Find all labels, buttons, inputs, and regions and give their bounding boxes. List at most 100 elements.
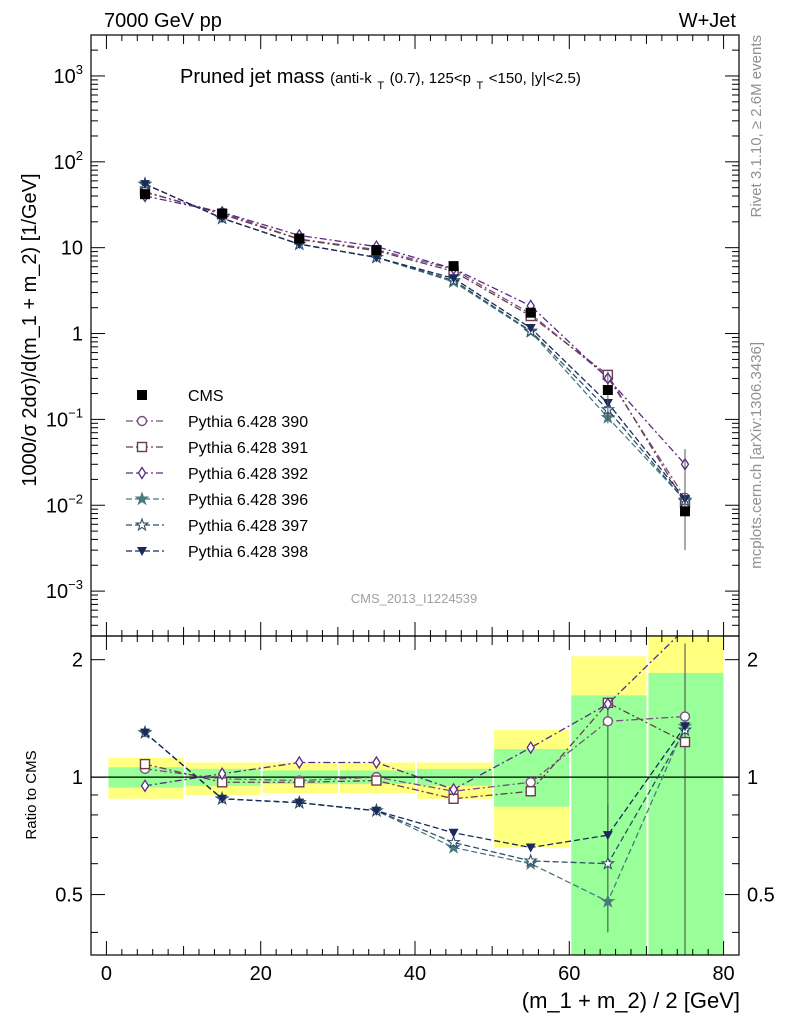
main-y-tick-label-exponent: −2 xyxy=(68,491,83,506)
ratio-series-line xyxy=(144,636,679,791)
main-y-tick-label-base: 10 xyxy=(46,581,68,603)
ratio-series-point xyxy=(294,798,305,808)
ratio-series-point xyxy=(295,755,304,770)
main-y-tick-label-base: 10 xyxy=(54,152,76,174)
ratio-series-point-shape xyxy=(371,775,382,786)
ratio-y-axis-title: Ratio to CMS xyxy=(23,750,40,839)
ratio-series-point-shape xyxy=(372,755,381,770)
ratio-plot-area: 0.5 0.51 12 20 20 40 60 80 xyxy=(55,635,775,985)
ratio-series-point xyxy=(600,893,616,908)
legend-marker-shape xyxy=(136,441,148,453)
ratio-series-point xyxy=(371,775,382,786)
main-y-tick-label-base: 10 xyxy=(54,66,76,88)
ratio-series-point-shape xyxy=(217,794,228,804)
ratio-series-point-shape xyxy=(295,755,304,770)
legend-marker xyxy=(134,517,150,532)
x-tick-label: 60 xyxy=(558,963,580,985)
main-series-square xyxy=(139,186,691,509)
main-series-point-shape xyxy=(525,324,536,334)
legend-marker-shape xyxy=(136,415,148,427)
ratio-series-point-shape xyxy=(448,828,459,838)
legend-marker-cms xyxy=(137,390,147,400)
ratio-series-point-shape xyxy=(526,740,535,755)
ratio-series-point-shape xyxy=(525,777,536,788)
cms-data-point-shape xyxy=(602,384,613,395)
ratio-series-point xyxy=(448,828,459,838)
ratio-series-point-shape xyxy=(446,834,461,849)
main-y-axis-title: 1000/σ 2dσ)/d(m_1 + m_2) [1/GeV] xyxy=(19,173,41,486)
rivet-label: Rivet 3.1.10, ≥ 2.6M events xyxy=(748,35,765,218)
x-tick-label: 80 xyxy=(712,963,734,985)
ratio-y-ticks xyxy=(91,659,739,933)
analysis-watermark: CMS_2013_I1224539 xyxy=(351,591,478,606)
ratio-series-line xyxy=(144,702,686,800)
main-series-line xyxy=(144,183,686,500)
legend-marker-shape xyxy=(137,466,147,480)
legend: CMS Pythia 6.428 390 Pythia 6.428 391 Pythi… xyxy=(126,388,308,561)
ratio-series-point-shape xyxy=(217,767,227,781)
legend-label: Pythia 6.428 390 xyxy=(188,414,308,431)
ratio-series-point xyxy=(525,843,536,853)
ratio-series-point-shape xyxy=(680,722,690,732)
legend-marker xyxy=(134,491,150,506)
ratio-series-line xyxy=(144,729,686,865)
chart-title-detail-sub2: T xyxy=(477,80,484,92)
cms-data-point xyxy=(448,261,459,272)
ratio-series-point xyxy=(602,716,614,727)
main-y-tick-label-exponent: 3 xyxy=(76,62,83,77)
legend-marker-cms-shape xyxy=(137,390,147,400)
legend-label-cms: CMS xyxy=(188,388,224,405)
ratio-series-point xyxy=(446,839,461,854)
ratio-series-point xyxy=(603,697,613,711)
legend-label: Pythia 6.428 398 xyxy=(188,544,308,561)
ratio-y-tick-label: 1 xyxy=(72,767,83,789)
main-series-line xyxy=(144,183,686,501)
ratio-series-point-shape xyxy=(603,697,613,711)
ratio-series-point xyxy=(449,782,458,797)
main-series-line xyxy=(144,183,686,502)
cms-data-point-shape xyxy=(371,244,382,255)
legend-label: Pythia 6.428 397 xyxy=(188,518,308,535)
cms-data-point xyxy=(525,307,536,318)
ratio-series-point-shape xyxy=(449,782,458,797)
main-series-point xyxy=(448,274,459,284)
main-series-point-shape xyxy=(448,274,459,284)
main-series-point xyxy=(140,180,150,190)
cms-data-point xyxy=(680,506,690,517)
cms-data-point xyxy=(371,244,382,255)
ratio-series-point xyxy=(371,806,382,816)
cms-data-point-shape xyxy=(140,189,150,200)
ratio-series-point xyxy=(217,767,227,781)
main-y-tick-label: 103 xyxy=(54,62,83,88)
legend-marker xyxy=(136,415,148,427)
cms-data-point-shape xyxy=(294,233,305,244)
ratio-series-point-shape xyxy=(679,736,691,748)
ratio-series-line xyxy=(144,726,686,903)
ratio-series-point-shape xyxy=(602,831,613,841)
main-y-tick-label: 1 xyxy=(72,324,83,346)
main-series-point xyxy=(525,324,536,334)
ratio-series-point xyxy=(140,728,150,738)
cms-data-point xyxy=(294,233,305,244)
ratio-series-point xyxy=(523,853,538,868)
ratio-series-point xyxy=(446,834,461,849)
ratio-y-tick-label: 2 xyxy=(72,650,83,672)
chart-title: Pruned jet mass (anti-k T (0.7), 125<p T… xyxy=(180,66,581,94)
main-x-ticks xyxy=(105,35,725,636)
main-y-tick-label-exponent: −1 xyxy=(68,405,83,420)
main-y-tick-label: 102 xyxy=(54,148,83,174)
ratio-series-point xyxy=(600,856,616,870)
main-y-tick-label-exponent: 2 xyxy=(76,148,83,163)
ratio-series-line xyxy=(144,725,686,849)
ratio-series-point xyxy=(372,755,381,770)
main-series-point-shape xyxy=(140,180,150,190)
legend-marker-shape xyxy=(134,491,150,506)
chart-title-detail-pre: (anti-k xyxy=(330,70,372,87)
main-y-tick-label-base: 10 xyxy=(46,495,68,517)
main-y-tick-label-base: 1 xyxy=(72,324,83,346)
chart-title-detail-post: <150, |y|<2.5) xyxy=(489,70,581,87)
ratio-series-point-shape xyxy=(523,853,538,868)
main-y-tick-label-base: 10 xyxy=(61,238,83,260)
ratio-content xyxy=(91,636,739,955)
mcplots-label: mcplots.cern.ch [arXiv:1306.3436] xyxy=(748,342,765,569)
